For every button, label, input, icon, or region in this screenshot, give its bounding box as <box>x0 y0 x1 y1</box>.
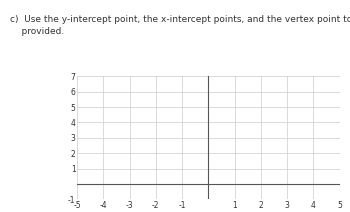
Text: c)  Use the y-intercept point, the x-intercept points, and the vertex point to g: c) Use the y-intercept point, the x-inte… <box>10 15 350 36</box>
